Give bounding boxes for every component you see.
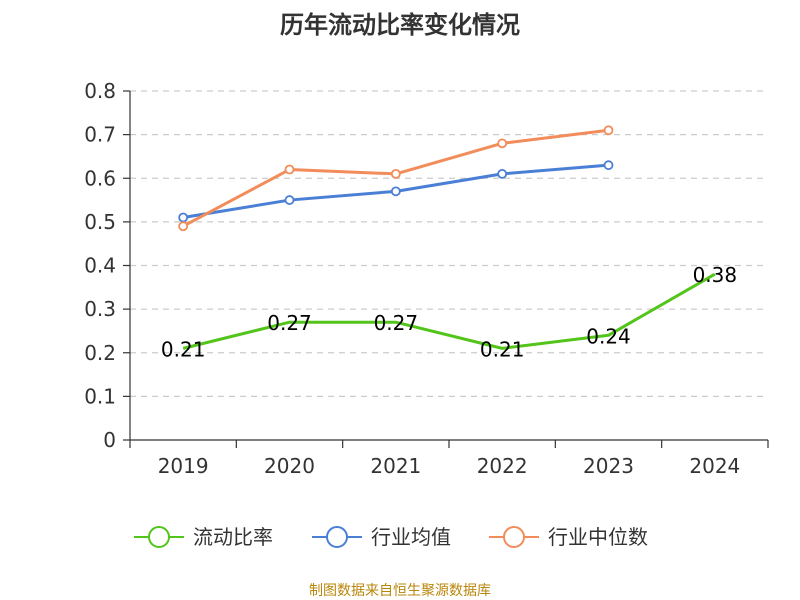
data-label: 0.21 [161,337,206,361]
y-tick-label: 0.8 [84,79,116,103]
legend-marker [503,526,525,548]
data-label: 0.24 [586,324,631,348]
y-tick-label: 0.3 [84,297,116,321]
y-tick-label: 0.5 [84,210,116,234]
x-tick-label: 2023 [583,454,634,478]
legend-item-1[interactable]: 行业均值 [312,525,451,549]
data-labels: 0.21 0.27 0.27 0.21 0.24 0.38 [161,263,737,361]
series-point-2 [497,138,508,149]
series-line-0 [182,272,716,350]
legend-label: 流动比率 [193,525,273,549]
x-tick-label: 2022 [477,454,528,478]
series-group [178,125,716,350]
y-tick-label: 0.4 [84,254,116,278]
series-point-2 [603,125,614,136]
y-tick-label: 0.6 [84,166,116,190]
series-point-2 [284,164,295,175]
data-label: 0.21 [480,337,525,361]
legend-marker [326,526,348,548]
series-point-1 [390,186,401,197]
source-note: 制图数据来自恒生聚源数据库 [309,583,491,599]
grid-lines [130,90,768,397]
data-label: 0.27 [374,311,419,335]
y-tick-label: 0.1 [84,384,116,408]
series-point-2 [178,221,189,232]
series-point-2 [390,168,401,179]
legend-item-0[interactable]: 流动比率 [134,525,273,549]
y-tick-label: 0 [103,428,116,452]
legend: 流动比率 行业均值 行业中位数 [134,525,648,549]
legend-marker [148,526,170,548]
legend-label: 行业均值 [371,525,451,549]
series-point-1 [178,212,189,223]
series-point-1 [497,168,508,179]
legend-label: 行业中位数 [548,525,648,549]
data-label: 0.27 [267,311,312,335]
x-tick-label: 2024 [689,454,740,478]
y-tick-label: 0.2 [84,341,116,365]
x-tick-label: 2019 [158,454,209,478]
legend-item-2[interactable]: 行业中位数 [489,525,648,549]
axes: 0 0.1 0.2 0.3 0.4 0.5 0.6 0.7 0.8 2019 2020 2021 202… [84,79,769,478]
series-point-1 [284,195,295,205]
x-tick-label: 2020 [264,454,315,478]
x-tick-label: 2021 [370,454,421,478]
y-tick-label: 0.7 [84,123,116,147]
data-label: 0.38 [693,263,738,287]
series-point-1 [603,160,614,171]
chart-title: 历年流动比率变化情况 [280,11,520,39]
